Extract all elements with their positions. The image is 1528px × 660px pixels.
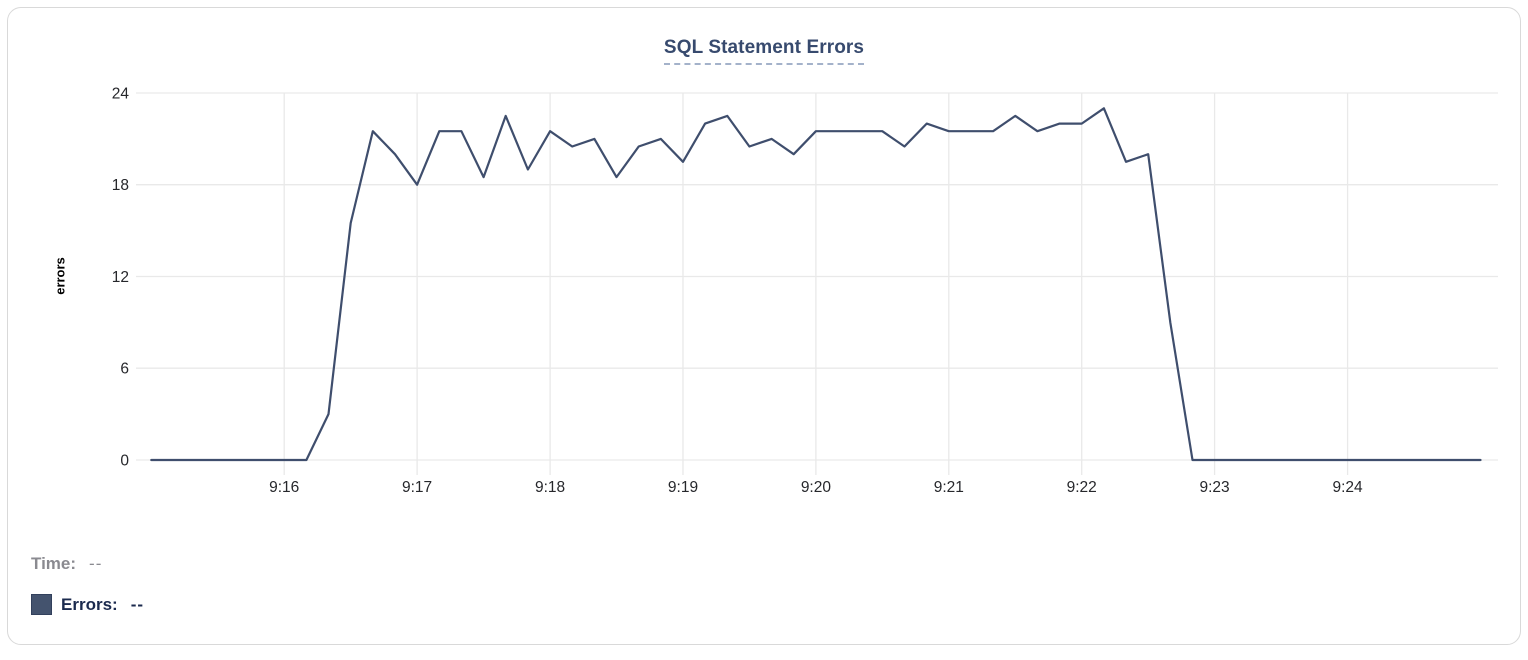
errors-line-series <box>150 107 1482 462</box>
axis-tick-labels: 0 6 12 18 24 9:16 9:17 9:18 9:19 9:20 9:21 9:22 9:23… <box>112 86 1363 497</box>
tooltip-errors-value: -- <box>130 594 145 614</box>
x-tick-label: 9:22 <box>1067 479 1097 496</box>
errors-series-swatch <box>31 594 52 615</box>
y-tick-label: 6 <box>120 361 129 378</box>
tooltip-errors-label: Errors: <box>61 594 118 614</box>
tooltip-time-label: Time: <box>31 554 77 573</box>
chart-card: SQL Statement Errors errors 0 6 12 18 24 9:16… <box>7 7 1521 645</box>
y-tick-label: 24 <box>112 86 130 103</box>
tooltip-time-row: Time: -- <box>31 554 102 574</box>
legend-errors-row: Errors: -- <box>31 594 144 615</box>
x-tick-label: 9:19 <box>668 479 698 496</box>
y-tick-label: 18 <box>112 177 129 194</box>
x-tick-label: 9:16 <box>269 479 299 496</box>
chart-title[interactable]: SQL Statement Errors <box>663 37 865 65</box>
x-tick-label: 9:23 <box>1200 479 1230 496</box>
x-tick-label: 9:24 <box>1333 479 1364 496</box>
gridlines <box>136 92 1498 475</box>
x-tick-label: 9:17 <box>402 479 432 496</box>
y-axis-label: errors <box>52 257 68 295</box>
chart-svg: 0 6 12 18 24 9:16 9:17 9:18 9:19 9:20 9:21 9:22 9:23… <box>112 86 1498 497</box>
y-tick-label: 0 <box>120 453 129 470</box>
tooltip-time-value: -- <box>89 554 103 573</box>
x-tick-label: 9:21 <box>934 479 964 496</box>
x-tick-label: 9:18 <box>535 479 565 496</box>
chart-header: SQL Statement Errors <box>8 37 1520 65</box>
x-tick-label: 9:20 <box>801 479 832 496</box>
y-tick-label: 12 <box>112 269 129 286</box>
